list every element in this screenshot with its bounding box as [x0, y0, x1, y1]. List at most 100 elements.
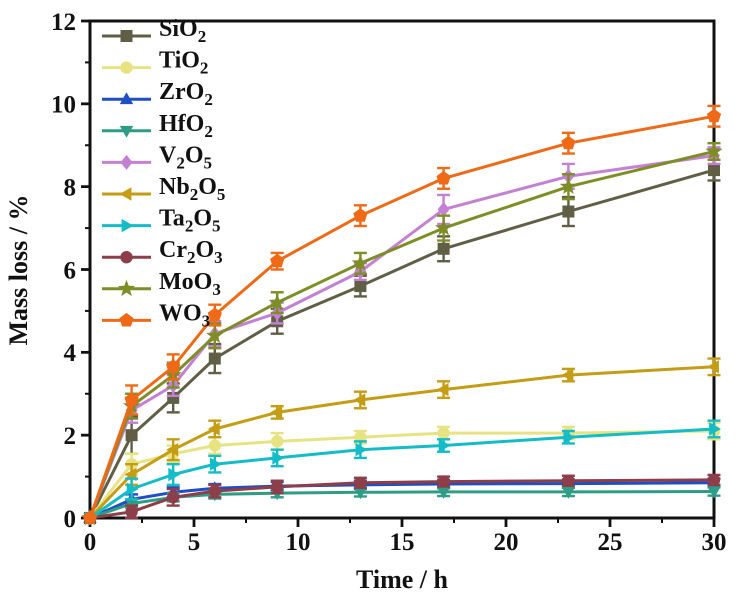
circle-marker	[208, 484, 221, 498]
triangle-left-marker	[166, 443, 179, 457]
triangle-down-marker	[707, 486, 721, 499]
circle-marker	[167, 491, 180, 504]
x-tick-label: 5	[188, 529, 201, 556]
legend-item-SiO2: SiO2	[102, 16, 206, 46]
pentagon-marker	[119, 312, 134, 327]
pentagon-marker	[207, 307, 222, 322]
star-marker	[559, 177, 577, 194]
legend-label: V2O5	[159, 142, 212, 172]
triangle-right-marker	[209, 457, 222, 471]
triangle-right-marker	[709, 422, 721, 436]
legend-label: ZrO2	[159, 79, 213, 109]
pentagon-marker	[82, 510, 98, 525]
circle-marker	[208, 439, 221, 452]
legend-label: MoO3	[159, 269, 221, 299]
square-marker	[125, 429, 138, 442]
triangle-left-marker	[353, 393, 366, 407]
triangle-down-marker	[353, 487, 367, 500]
legend-label: Cr2O3	[159, 237, 223, 267]
series-Ta2O5	[85, 419, 721, 525]
legend-item-V2O5: V2O5	[102, 142, 212, 172]
pentagon-marker	[270, 253, 285, 268]
triangle-right-marker	[168, 467, 181, 482]
triangle-left-marker	[207, 422, 220, 436]
triangle-left-marker	[119, 187, 132, 201]
legend-item-HfO2: HfO2	[102, 111, 213, 141]
triangle-right-marker	[563, 430, 576, 444]
y-tick-label: 0	[64, 506, 77, 533]
triangle-up-marker	[119, 92, 134, 105]
y-tick-label: 6	[64, 257, 77, 284]
circle-marker	[120, 61, 133, 74]
square-marker	[354, 280, 367, 293]
triangle-right-marker	[438, 438, 451, 453]
pentagon-marker	[166, 359, 181, 373]
legend-item-TiO2: TiO2	[102, 48, 208, 78]
pentagon-marker	[706, 108, 722, 123]
star-marker	[117, 279, 136, 297]
legend-label: Ta2O5	[159, 206, 220, 236]
star-marker	[206, 326, 224, 343]
x-tick-label: 25	[598, 529, 623, 556]
triangle-left-marker	[707, 360, 719, 374]
circle-marker	[707, 473, 721, 487]
y-tick-label: 8	[64, 174, 77, 201]
triangle-down-marker	[561, 487, 575, 499]
star-marker	[268, 293, 286, 310]
x-tick-label: 15	[390, 529, 415, 556]
legend-label: WO3	[159, 300, 210, 330]
diamond-marker	[120, 154, 133, 170]
triangle-down-marker	[437, 487, 451, 499]
square-marker	[437, 242, 450, 255]
circle-marker	[125, 505, 138, 518]
legend-item-MoO3: MoO3	[102, 269, 221, 299]
pentagon-marker	[436, 170, 451, 185]
square-marker	[562, 205, 575, 218]
star-marker	[351, 254, 369, 271]
x-tick-label: 20	[494, 529, 519, 556]
legend-item-Ta2O5: Ta2O5	[102, 206, 220, 236]
square-marker	[208, 352, 221, 365]
y-tick-label: 10	[51, 92, 76, 119]
y-axis-label: Mass loss / %	[4, 195, 33, 346]
square-marker	[120, 30, 133, 42]
legend-item-Cr2O3: Cr2O3	[102, 237, 223, 267]
circle-marker	[437, 475, 450, 488]
x-tick-label: 30	[702, 529, 727, 556]
x-axis-label: Time / h	[356, 565, 449, 594]
star-marker	[435, 219, 453, 236]
y-tick-label: 4	[64, 340, 77, 367]
circle-marker	[562, 474, 575, 487]
circle-marker	[354, 476, 367, 489]
series-line	[89, 481, 715, 520]
legend-item-Nb2O5: Nb2O5	[102, 174, 225, 204]
pentagon-marker	[561, 135, 576, 150]
legend: SiO2TiO2ZrO2HfO2V2O5Nb2O5Ta2O5Cr2O3MoO3W…	[102, 16, 225, 330]
pentagon-marker	[353, 208, 368, 222]
x-tick-label: 0	[84, 529, 97, 556]
triangle-left-marker	[561, 368, 574, 382]
circle-marker	[271, 435, 284, 448]
legend-label: TiO2	[159, 48, 208, 78]
star-marker	[705, 142, 723, 159]
series-WO3	[82, 104, 722, 525]
pentagon-marker	[124, 392, 139, 406]
triangle-left-marker	[270, 405, 283, 419]
legend-label: Nb2O5	[159, 174, 225, 204]
y-tick-label: 12	[51, 9, 76, 36]
circle-marker	[437, 426, 450, 440]
plot-area: 0 5 10 15 20 25 30 0 2 4 6 8 10 12 SiO2TiO2ZrO2HfO2V2O…	[51, 9, 727, 556]
legend-item-WO3: WO3	[102, 300, 210, 330]
triangle-right-marker	[121, 219, 134, 233]
legend-item-ZrO2: ZrO2	[102, 79, 213, 109]
triangle-right-marker	[126, 482, 139, 496]
x-tick-label: 10	[286, 529, 311, 556]
y-tick-label: 2	[64, 423, 77, 450]
square-marker	[708, 164, 720, 177]
triangle-right-marker	[272, 451, 285, 465]
diamond-marker	[437, 201, 450, 217]
series-V2O5	[84, 146, 721, 526]
series-line	[89, 427, 715, 520]
